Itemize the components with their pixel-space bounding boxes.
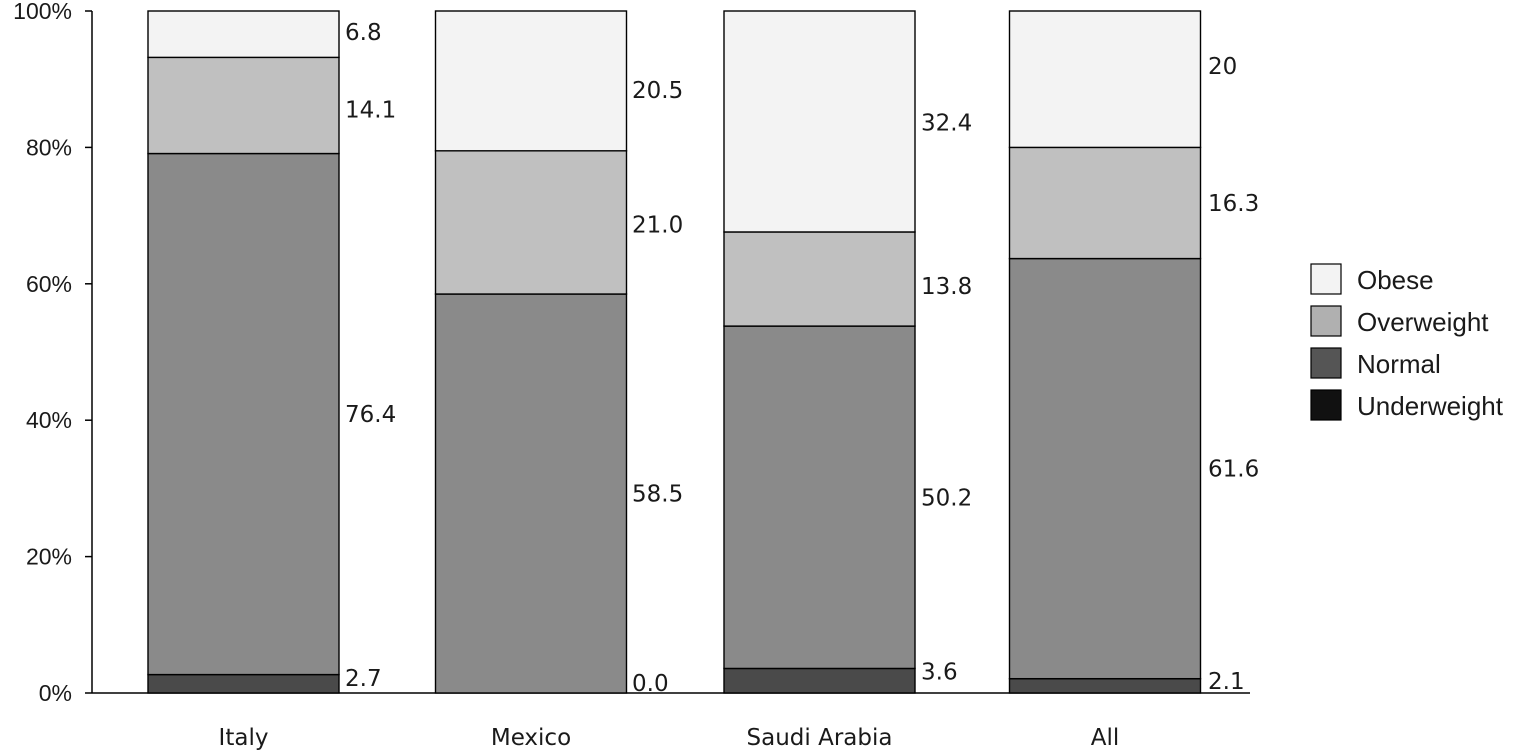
data-label: 21.0 [632,212,683,238]
data-label: 13.8 [921,274,972,300]
y-tick-label: 40% [26,407,72,433]
bar-segment-normal-all [1008,257,1202,680]
legend-swatch-normal [1310,347,1342,379]
data-label: 50.2 [921,485,972,511]
data-label: 0.0 [632,671,669,697]
bar-segment-overweight-saudi-arabia [723,231,916,327]
data-label: 2.7 [345,666,382,692]
bar-segment-obese-italy [147,10,340,59]
legend-swatch-obese [1310,263,1342,295]
data-label: 16.3 [1208,191,1259,217]
bar-segment-obese-mexico [434,10,628,152]
data-label: 14.1 [345,97,396,123]
data-label: 32.4 [921,110,972,136]
bar-segment-normal-saudi-arabia [723,325,916,670]
axes: 0% 20% 40% 60% 80% 100% Italy Mexico Saudi Arabi… [13,0,1250,751]
data-label: 6.8 [345,20,382,46]
bar-segment-overweight-italy [147,56,340,155]
bar-segment-overweight-mexico [434,150,628,295]
bar-segment-normal-italy [147,152,340,676]
y-tick-label: 20% [26,544,72,570]
data-label: 20.5 [632,78,683,104]
data-labels: 2.7 76.4 14.1 6.8 0.0 58.5 21.0 20.5 3.6 50.2 13.8… [345,20,1259,697]
data-label: 20 [1208,54,1237,80]
bar-segment-obese-saudi-arabia [723,10,916,233]
legend-label-normal: Normal [1357,349,1441,379]
bar-segment-underweight-italy [147,673,340,694]
legend-swatch-underweight [1310,389,1342,421]
bar-segment-overweight-all [1008,146,1202,260]
bar-segment-obese-all [1008,10,1202,149]
x-tick-label: Italy [219,725,269,751]
x-tick-label: Mexico [491,725,571,751]
legend: Obese Overweight Normal Underweight [1310,263,1504,421]
x-tick-label: Saudi Arabia [747,725,893,751]
legend-label-overweight: Overweight [1357,307,1489,337]
bar-segment-normal-mexico [434,293,628,694]
data-label: 58.5 [632,482,683,508]
y-tick-label: 60% [26,271,72,297]
legend-label-obese: Obese [1357,265,1434,295]
data-label: 61.6 [1208,457,1259,483]
bars [147,10,1202,694]
bar-segment-underweight-saudi-arabia [723,667,916,694]
bar-segment-underweight-all [1008,677,1202,694]
data-label: 2.1 [1208,669,1245,695]
x-tick-label: All [1091,725,1120,751]
data-label: 3.6 [921,660,958,686]
y-tick-label: 80% [26,134,72,160]
legend-swatch-overweight [1310,305,1342,337]
y-tick-label: 0% [39,680,72,706]
legend-label-underweight: Underweight [1357,391,1504,421]
data-label: 76.4 [345,402,396,428]
y-tick-label: 100% [13,0,72,24]
